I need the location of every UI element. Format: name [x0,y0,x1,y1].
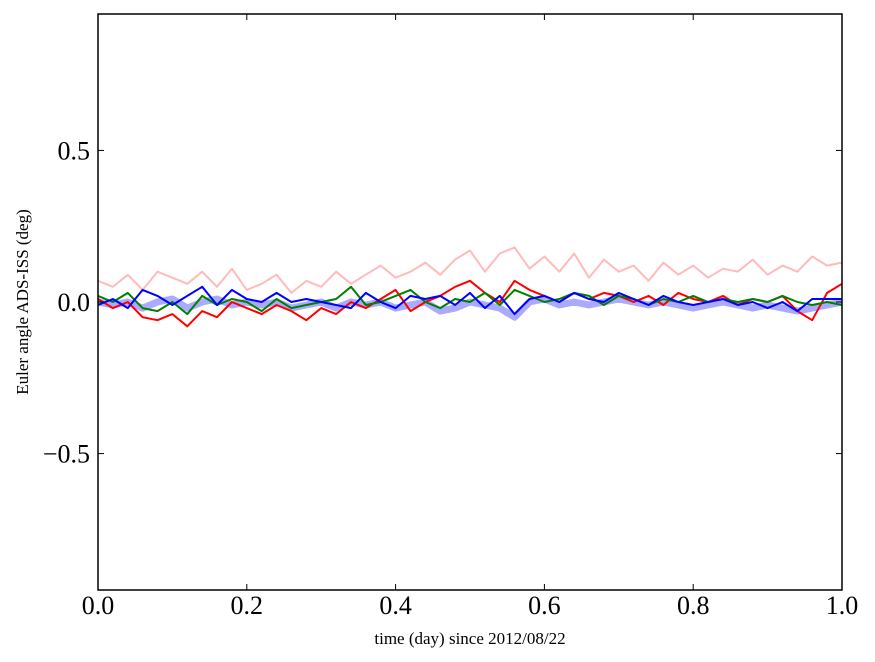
x-tick-label: 1.0 [826,591,859,620]
y-axis-label: Euler angle ADS-ISS (deg) [13,209,32,395]
plot-frame [97,13,843,591]
series-line-0 [98,246,842,294]
series-layer [98,246,842,328]
x-tick-label: 0.6 [528,591,561,620]
x-tick-label: 0.8 [677,591,710,620]
x-axis-label: time (day) since 2012/08/22 [374,629,565,648]
y-tick-label: −0.5 [43,440,90,469]
tick-layer: 0.0 0.2 0.4 0.6 0.8 1.0 0.5 0.0 −0.5 [43,14,858,620]
y-tick-label: 0.0 [58,288,91,317]
series-line-2 [98,279,842,328]
x-tick-label: 0.0 [82,591,115,620]
x-tick-label: 0.2 [231,591,264,620]
series-line-4 [98,285,842,316]
y-tick-label: 0.5 [58,136,91,165]
x-tick-label: 0.4 [379,591,412,620]
